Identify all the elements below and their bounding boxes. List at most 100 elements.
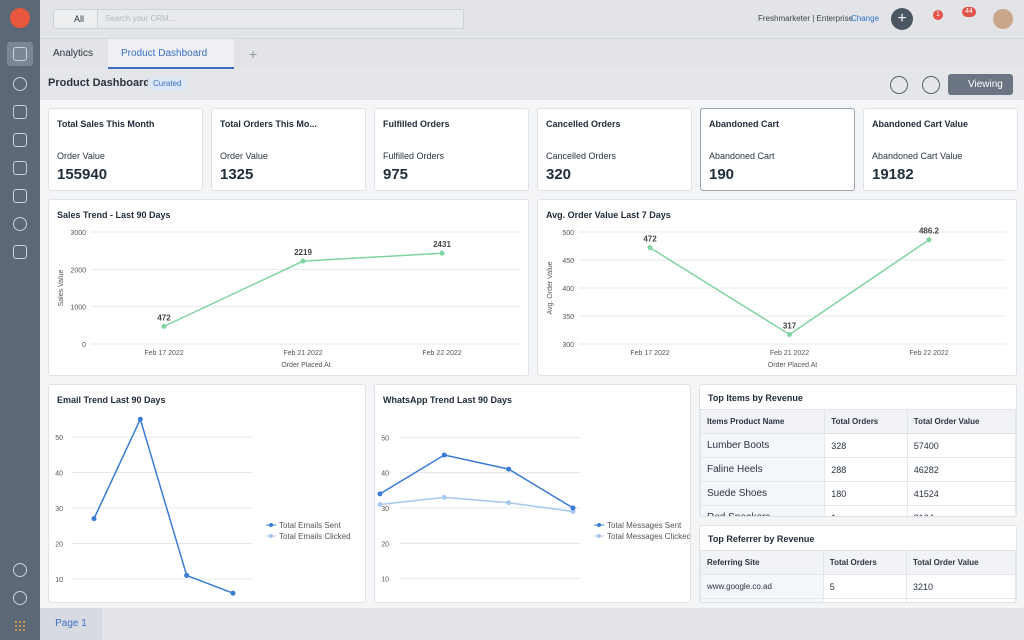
- table-row: Lumber Boots 328 57400: [700, 433, 1016, 458]
- nav-icon[interactable]: [13, 161, 27, 175]
- nav-icon[interactable]: [13, 591, 27, 605]
- x-tick-label: Feb 22 2022: [909, 350, 948, 357]
- notification-badge[interactable]: 1: [933, 10, 943, 20]
- y-tick-label: 0: [82, 342, 86, 349]
- x-axis-label: Order Placed At: [768, 362, 817, 369]
- y-tick-label: 500: [562, 230, 574, 237]
- top-bar: All Search your CRM... Freshmarketer | E…: [40, 0, 1024, 38]
- add-button[interactable]: +: [891, 8, 913, 30]
- nav-icon[interactable]: [13, 245, 27, 259]
- nav-icon[interactable]: [13, 133, 27, 147]
- kpi-title: Abandoned Cart Value: [872, 119, 969, 129]
- search-scope[interactable]: All: [53, 9, 98, 29]
- help-icon[interactable]: [890, 76, 908, 94]
- chart-title: WhatsApp Trend Last 90 Days: [383, 395, 513, 405]
- data-point: [441, 452, 447, 458]
- kpi-title: Fulfilled Orders: [383, 119, 450, 129]
- kpi-title: Cancelled Orders: [546, 119, 621, 129]
- header-row: Items Product Name Total Orders Total Orde…: [700, 409, 1016, 434]
- y-tick-label: 350: [562, 314, 574, 321]
- table-cell: Faline Heels: [700, 457, 826, 482]
- data-point: [570, 509, 576, 515]
- column-header: Total Orders: [824, 409, 908, 434]
- data-point: [137, 416, 143, 422]
- legend-marker: [269, 523, 273, 527]
- data-point: [161, 323, 167, 329]
- series-line: [649, 239, 930, 336]
- y-tick-label: 50: [55, 435, 63, 442]
- y-tick-label: 300: [562, 342, 574, 349]
- nav-icon[interactable]: [13, 47, 27, 61]
- app-logo[interactable]: [10, 8, 30, 28]
- table-title: Top Referrer by Revenue: [708, 534, 815, 544]
- legend-marker: [269, 534, 273, 538]
- chart-title: Sales Trend - Last 90 Days: [57, 210, 171, 220]
- chart: 300 350 400 450 500 Feb 17 2022 Feb 21 2022 Feb…: [547, 227, 1006, 369]
- avatar[interactable]: [993, 9, 1013, 29]
- table-cell: 1: [824, 505, 908, 516]
- column-header: Total Orders: [822, 550, 907, 575]
- apps-icon[interactable]: [14, 620, 26, 632]
- nav-icon[interactable]: [13, 77, 27, 91]
- table-panel: Top Items by Revenue Items Product Name To…: [699, 384, 1017, 517]
- y-tick-label: 2000: [70, 267, 86, 274]
- table-title: Top Items by Revenue: [708, 393, 803, 403]
- page-tab[interactable]: Page 1: [40, 608, 102, 640]
- kpi-card: Abandoned Cart Abandoned Cart 190: [700, 108, 855, 191]
- tab-bar: Analytics Product Dashboard +: [40, 38, 1024, 69]
- legend-label: Total Emails Sent: [279, 521, 342, 530]
- legend-label: Total Messages Clicked: [607, 532, 691, 541]
- table-panel: Top Referrer by Revenue Referring Site Tot…: [699, 525, 1017, 603]
- kpi-label: Order Value: [57, 151, 105, 161]
- data-label: 2431: [433, 240, 451, 249]
- y-tick-label: 50: [381, 435, 389, 442]
- x-tick-label: Feb 17 2022: [630, 350, 669, 357]
- y-tick-label: 40: [55, 471, 63, 478]
- tab[interactable]: Analytics: [53, 48, 94, 59]
- kpi-label: Order Value: [220, 151, 268, 161]
- data-point: [184, 572, 190, 578]
- data-point: [439, 250, 445, 256]
- data-label: 472: [643, 235, 657, 244]
- chart-panel: Sales Trend - Last 90 Days 0 1000 2000 3000 F…: [48, 199, 529, 376]
- data-point: [926, 237, 932, 243]
- table-cell: 328: [824, 433, 908, 458]
- kpi-title: Abandoned Cart: [709, 119, 780, 129]
- table-cell: 2124: [906, 505, 1016, 516]
- kpi-value: 155940: [57, 166, 108, 183]
- data-point: [647, 245, 653, 251]
- search-input[interactable]: Search your CRM...: [98, 9, 464, 29]
- nav-icon[interactable]: [13, 105, 27, 119]
- nav-icon[interactable]: [13, 217, 27, 231]
- data-label: 472: [157, 313, 171, 322]
- data-label: 486.2: [919, 227, 940, 236]
- chart-panel: Email Trend Last 90 Days 10 20 30 40 50 Total …: [48, 384, 366, 603]
- y-tick-label: 20: [55, 542, 63, 549]
- data-point: [570, 505, 576, 511]
- kpi-title: Total Orders This Mo...: [220, 119, 317, 129]
- data-point: [506, 500, 512, 506]
- column-header: Total Order Value: [905, 550, 1016, 575]
- nav-icon[interactable]: [13, 189, 27, 203]
- notification-badge[interactable]: 44: [962, 7, 976, 17]
- nav-active[interactable]: [7, 42, 33, 66]
- add-tab[interactable]: +: [249, 46, 258, 62]
- kpi-label: Abandoned Cart: [709, 151, 775, 161]
- table-cell: Lumber Boots: [700, 433, 826, 458]
- data-point: [506, 466, 512, 472]
- kpi-value: 975: [383, 166, 409, 183]
- change-link[interactable]: Change: [851, 14, 880, 23]
- export-icon[interactable]: [922, 76, 940, 94]
- legend-label: Total Emails Clicked: [279, 532, 351, 541]
- kpi-title: Total Sales This Month: [57, 119, 155, 129]
- legend-marker: [597, 523, 601, 527]
- y-tick-label: 10: [55, 577, 63, 584]
- nav-icon[interactable]: [13, 563, 27, 577]
- kpi-label: Cancelled Orders: [546, 151, 617, 161]
- tab-active[interactable]: Product Dashboard: [108, 39, 234, 69]
- table-cell: 41524: [906, 481, 1016, 506]
- y-tick-label: 450: [562, 258, 574, 265]
- x-tick-label: Feb 21 2022: [770, 350, 809, 357]
- table-cell: 5: [822, 574, 907, 599]
- viewing-button[interactable]: Viewing: [948, 74, 1013, 95]
